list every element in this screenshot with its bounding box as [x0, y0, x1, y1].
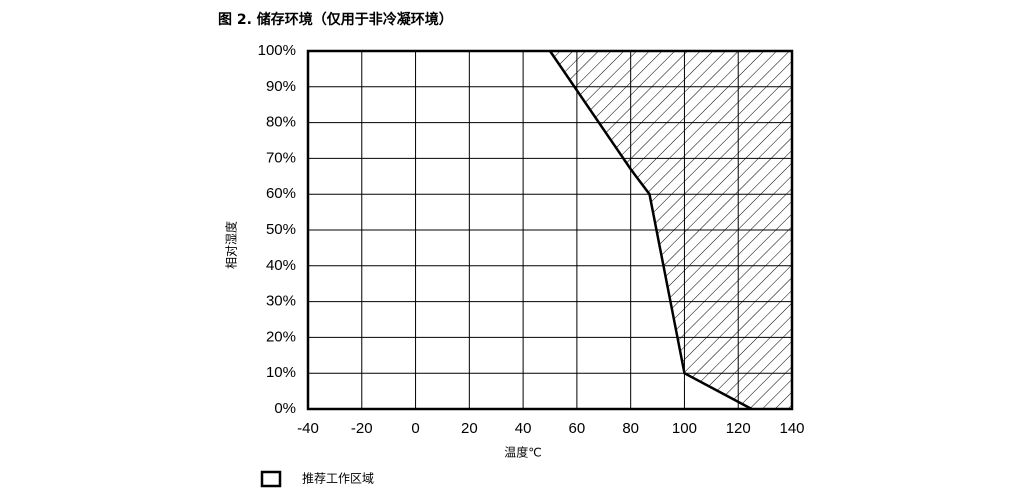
y-tick-label: 60% — [266, 185, 296, 202]
y-tick-label: 90% — [266, 78, 296, 95]
x-axis-label: 温度℃ — [504, 445, 541, 460]
boundary-line — [548, 50, 753, 411]
y-tick-label: 20% — [266, 328, 296, 345]
y-tick-label: 50% — [266, 221, 296, 238]
y-tick-label: 30% — [266, 293, 296, 310]
legend-label: 推荐工作区域 — [302, 472, 374, 486]
x-tick-label: 120 — [726, 420, 751, 437]
x-tick-label: 40 — [515, 420, 532, 437]
y-tick-label: 80% — [266, 114, 296, 131]
x-tick-label: -20 — [351, 420, 373, 437]
chart-title: 图 2. 储存环境（仅用于非冷凝环境） — [218, 11, 453, 28]
y-tick-label: 70% — [266, 149, 296, 166]
x-tick-label: 140 — [779, 420, 804, 437]
plot-border — [306, 49, 794, 411]
x-tick-label: 0 — [411, 420, 419, 437]
x-tick-label: 80 — [622, 420, 639, 437]
x-tick-label: 60 — [569, 420, 586, 437]
y-tick-label: 100% — [258, 42, 296, 59]
x-tick-label: 100 — [672, 420, 697, 437]
y-tick-label: 10% — [266, 364, 296, 381]
legend-swatch — [260, 470, 282, 488]
x-tick-label: 20 — [461, 420, 478, 437]
y-axis-label: 相对湿度 — [224, 221, 239, 269]
y-tick-label: 40% — [266, 257, 296, 274]
y-tick-label: 0% — [274, 400, 296, 417]
x-tick-label: -40 — [297, 420, 319, 437]
